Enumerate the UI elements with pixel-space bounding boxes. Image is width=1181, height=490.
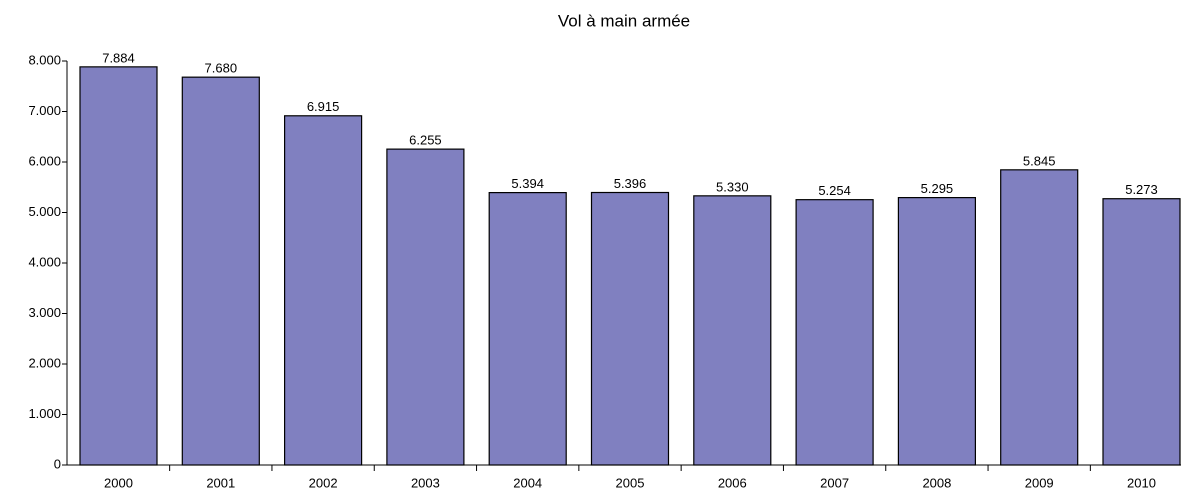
value-label: 6.915 (307, 99, 340, 114)
y-tick-label: 4.000 (28, 254, 61, 269)
x-tick-label: 2005 (616, 475, 645, 490)
x-tick-label: 2010 (1127, 475, 1156, 490)
y-tick-label: 3.000 (28, 305, 61, 320)
value-label: 7.680 (205, 61, 238, 76)
value-label: 6.255 (409, 133, 442, 148)
bar (590, 191, 670, 466)
x-tick-label: 2002 (309, 475, 338, 490)
bar (488, 192, 567, 466)
bar (1000, 169, 1079, 466)
value-label: 7.884 (102, 50, 135, 65)
y-tick-label: 1.000 (28, 406, 61, 421)
x-tick-label: 2006 (718, 475, 747, 490)
bar (284, 115, 363, 466)
x-tick-label: 2003 (411, 475, 440, 490)
x-tick-label: 2007 (820, 475, 849, 490)
y-tick-label: 7.000 (28, 103, 61, 118)
y-tick-label: 2.000 (28, 355, 61, 370)
x-tick-label: 2004 (513, 475, 542, 490)
bar (79, 66, 158, 466)
value-label: 5.295 (921, 181, 954, 196)
bar (386, 148, 465, 466)
bar (181, 76, 260, 466)
bar (1102, 198, 1181, 466)
x-tick-label: 2009 (1025, 475, 1054, 490)
x-tick-label: 2000 (104, 475, 133, 490)
y-tick-label: 6.000 (28, 153, 61, 168)
y-tick-label: 5.000 (28, 204, 61, 219)
value-label: 5.330 (716, 179, 749, 194)
chart-title: Vol à main armée (558, 11, 690, 30)
y-tick-label: 0 (54, 456, 61, 471)
value-label: 5.396 (614, 176, 647, 191)
value-label: 5.394 (511, 176, 544, 191)
value-label: 5.845 (1023, 153, 1056, 168)
x-tick-label: 2001 (206, 475, 235, 490)
value-label: 5.254 (818, 183, 851, 198)
x-tick-label: 2008 (922, 475, 951, 490)
bar (795, 199, 874, 466)
value-label: 5.273 (1125, 182, 1158, 197)
bar (897, 197, 977, 466)
bar (693, 195, 772, 466)
y-tick-label: 8.000 (28, 52, 61, 67)
